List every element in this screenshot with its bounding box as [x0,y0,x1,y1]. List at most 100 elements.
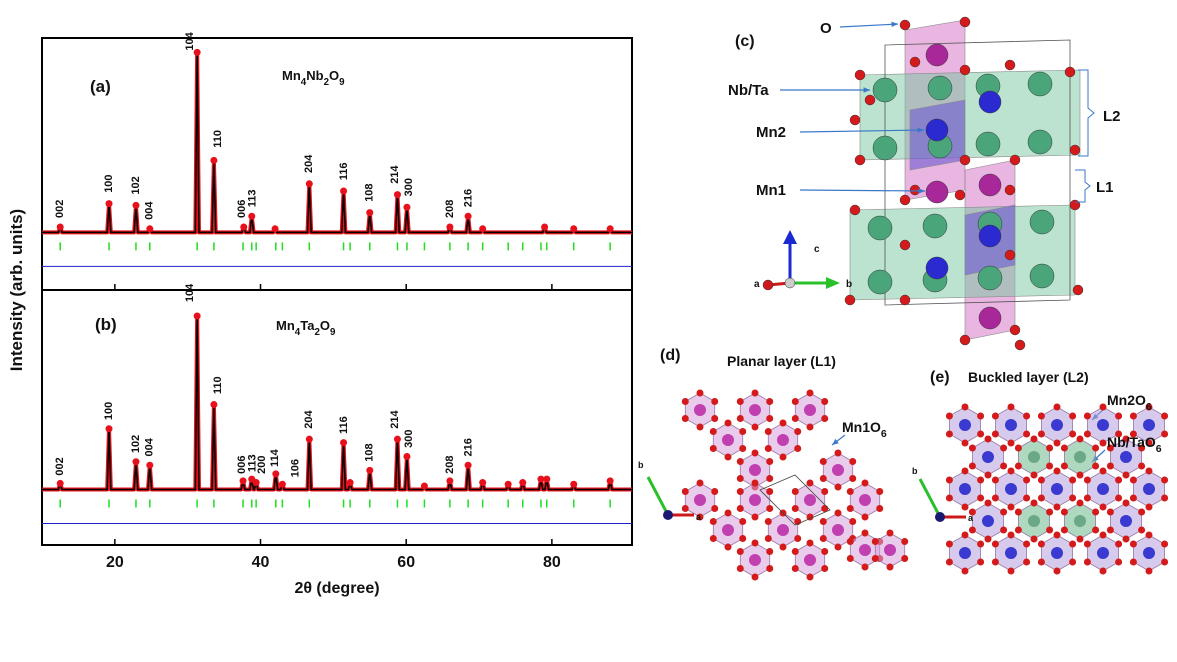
observed-point [146,461,154,469]
peak-label: 216 [463,438,475,456]
peak-label: 006 [236,456,248,474]
oxygen-atom [1030,499,1038,507]
oxygen-atom [909,56,921,68]
mn2-atom [978,90,1002,114]
oxygen-atom [711,505,719,512]
metal-atom [777,434,789,446]
oxygen-atom [886,563,894,571]
peak-label: 002 [54,457,66,475]
panel-label: (d) [660,347,680,364]
observed-point [570,225,578,233]
oxygen-atom [1083,412,1091,420]
oxygen-atom [977,558,985,566]
mn2-atom [978,224,1002,248]
mn1-atom [978,173,1002,197]
compound-label: Mn4Nb2O9 [282,68,345,88]
oxygen-atom [1009,324,1021,336]
oxygen-atom [991,558,999,566]
metal-atom [804,554,816,566]
observed-point [366,466,374,474]
observed-point [606,477,614,485]
oxygen-atom [1000,508,1008,516]
label-arrow-head [832,438,839,445]
peak-label: 200 [256,456,268,474]
oxygen-atom [819,475,827,482]
oxygen-atom [1138,462,1146,470]
oxygen-atom [1099,439,1107,447]
oxygen-atom [1037,430,1045,438]
nbta-atom [867,215,893,241]
x-tick-label: 80 [543,554,561,571]
oxygen-atom [751,423,759,431]
layer-views [646,389,1169,581]
observed-point [105,200,113,208]
oxygen-atom [876,505,884,512]
oxygen-atom [945,558,953,566]
oxygen-atom [1037,558,1045,566]
oxygen-atom [861,529,869,537]
mn2-atom [925,118,949,142]
oxygen-atom [1145,403,1153,411]
peak-label: 114 [269,448,281,467]
oxygen-atom [954,189,966,201]
observed-point [543,475,551,483]
nbta-atom [927,75,953,101]
label-arrow [839,23,899,28]
oxygen-atom [1069,144,1081,156]
oxygen-atom [819,518,827,525]
oxygen-atom [1004,249,1016,261]
oxygen-atom [1145,503,1153,511]
observed-point [393,435,401,443]
oxygen-atom [1053,439,1061,447]
metal-atom [749,554,761,566]
oxygen-atom [724,543,732,551]
observed-point [366,209,374,217]
oxygen-atom [901,555,909,562]
peak-label: 208 [444,200,456,218]
peak-label: 110 [212,130,224,148]
panel-label: (b) [95,315,117,334]
label-arrow [799,129,925,133]
peak-label: 110 [212,376,224,394]
oxygen-atom [736,565,744,572]
metal-atom [1143,419,1155,431]
oxygen-atom [1145,439,1153,447]
peak-label: 116 [338,416,350,434]
atom-label: Nb/Ta [728,82,769,99]
oxygen-atom [1092,444,1100,452]
nbta-atom [1029,209,1055,235]
oxygen-atom [766,505,774,512]
oxygen-atom [736,458,744,465]
oxygen-atom [1000,526,1008,534]
oxygen-atom [834,449,842,457]
oxygen-atom [849,114,861,126]
oxygen-atom [961,567,969,575]
oxygen-atom [1129,430,1137,438]
oxygen-atom [1007,503,1015,511]
oxygen-atom [984,499,992,507]
metal-atom [1074,451,1086,463]
mn1-atom [925,43,949,67]
oxygen-atom [794,445,802,452]
peak-label: 004 [144,201,156,220]
oxygen-atom [1092,462,1100,470]
nbta-layer [849,204,1076,301]
observed-point [340,439,348,447]
peak-label: 204 [303,154,315,173]
observed-point [446,477,454,485]
oxygen-atom [1007,567,1015,575]
oxygen-atom [1138,444,1146,452]
observed-point [278,480,286,488]
oxygen-atom [739,428,747,435]
oxygen-atom [1099,567,1107,575]
oxygen-atom [1069,430,1077,438]
oxygen-atom [736,488,744,495]
metal-atom [749,404,761,416]
oxygen-atom [751,479,759,487]
oxygen-atom [806,389,814,397]
label-arrow-head [863,87,870,93]
oxygen-atom [959,64,971,76]
mn2-atom [925,256,949,280]
oxygen-atom [736,548,744,555]
